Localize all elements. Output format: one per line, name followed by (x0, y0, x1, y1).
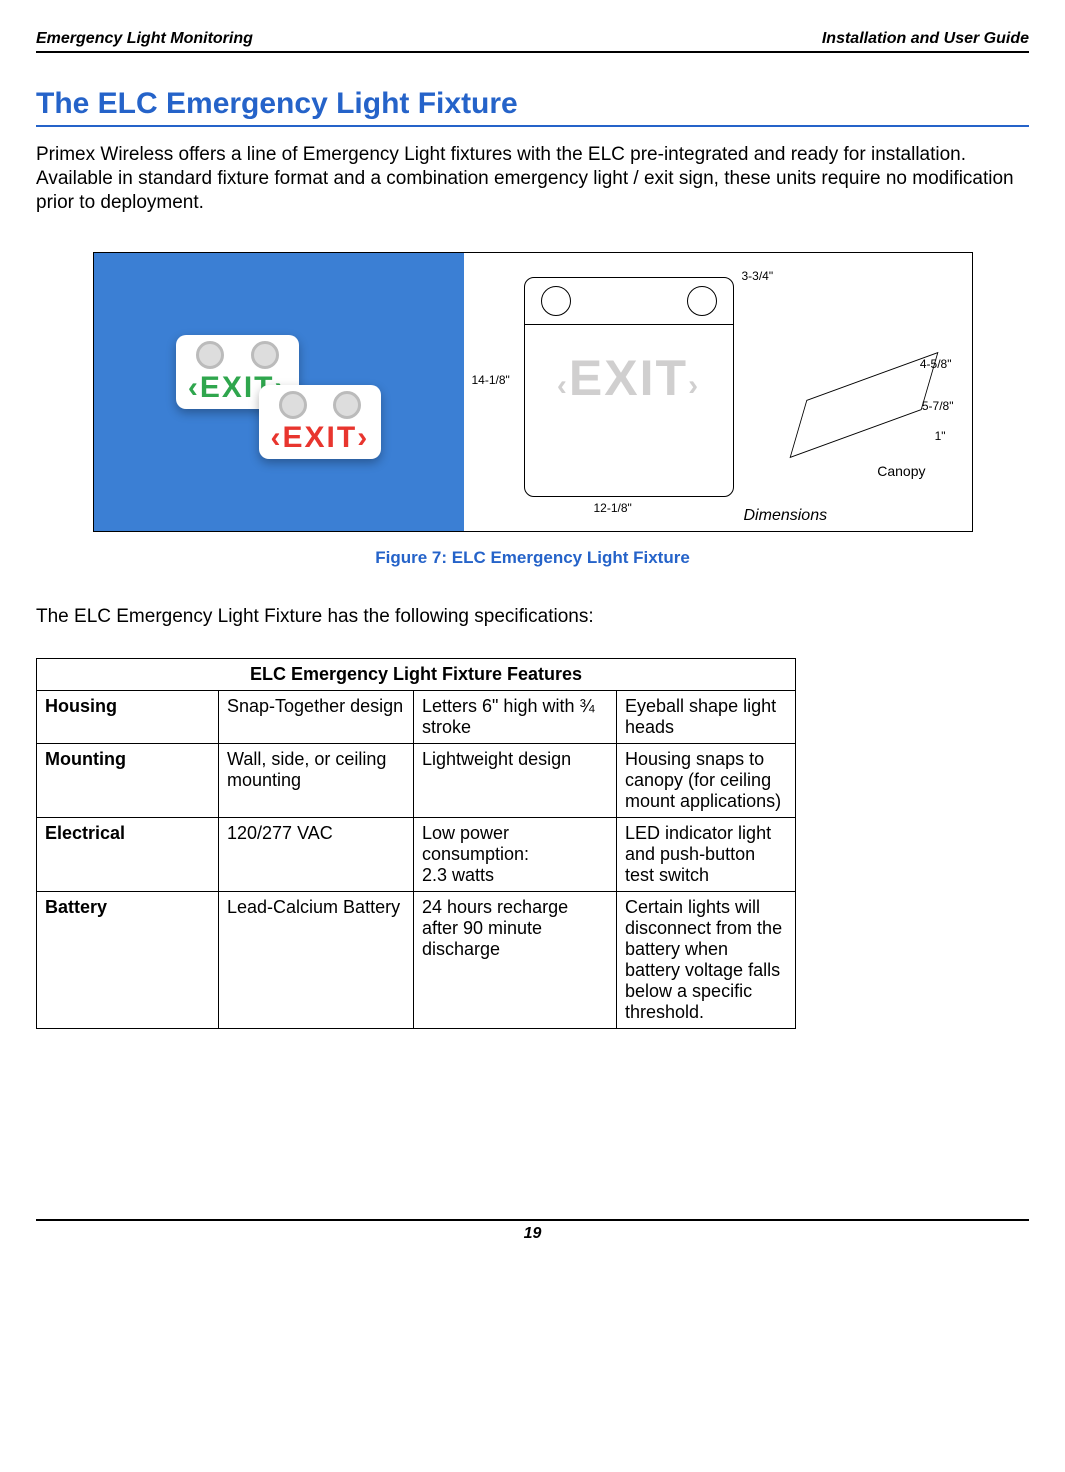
table-cell: Lightweight design (414, 744, 617, 818)
canopy-depth-label: 5-7/8" (922, 399, 954, 413)
table-row: Battery Lead-Calcium Battery 24 hours re… (37, 892, 796, 1029)
dimension-diagram-panel: ‹EXIT› 14-1/8" 12-1/8" 3-3/4" 4-5/8" 5-7… (464, 253, 972, 531)
canopy-width-label: 4-5/8" (920, 357, 952, 371)
figure-container: ‹EXIT› ‹EXIT› ‹EXIT› 14-1/8" 12-1/8" 3-3… (93, 252, 973, 568)
table-cell: Eyeball shape light heads (617, 691, 796, 744)
features-table: ELC Emergency Light Fixture Features Hou… (36, 658, 796, 1029)
dim-width-label: 12-1/8" (594, 501, 632, 515)
table-cell: 120/277 VAC (219, 818, 414, 892)
figure-caption: Figure 7: ELC Emergency Light Fixture (93, 548, 973, 568)
table-cell: Wall, side, or ceiling mounting (219, 744, 414, 818)
canopy-diagram: 4-5/8" 5-7/8" 1" Canopy (782, 353, 952, 463)
table-cell: LED indicator light and push-button test… (617, 818, 796, 892)
dim-height-label: 14-1/8" (472, 373, 510, 387)
row-label: Electrical (37, 818, 219, 892)
figure-image: ‹EXIT› ‹EXIT› ‹EXIT› 14-1/8" 12-1/8" 3-3… (93, 252, 973, 532)
page-number: 19 (524, 1225, 542, 1242)
row-label: Mounting (37, 744, 219, 818)
table-cell: Housing snaps to canopy (for ceiling mou… (617, 744, 796, 818)
row-label: Battery (37, 892, 219, 1029)
table-row: Mounting Wall, side, or ceiling mounting… (37, 744, 796, 818)
exit-sign-red: ‹EXIT› (259, 385, 382, 459)
table-cell: Letters 6" high with ¾ stroke (414, 691, 617, 744)
table-row: Electrical 120/277 VAC Low power consump… (37, 818, 796, 892)
spec-intro-text: The ELC Emergency Light Fixture has the … (36, 606, 1029, 628)
table-title: ELC Emergency Light Fixture Features (37, 659, 796, 691)
dim-top-label: 3-3/4" (742, 269, 774, 283)
header-right: Installation and User Guide (822, 30, 1029, 48)
table-row: Housing Snap-Together design Letters 6" … (37, 691, 796, 744)
table-cell: Snap-Together design (219, 691, 414, 744)
table-cell: Low power consumption: 2.3 watts (414, 818, 617, 892)
canopy-text-label: Canopy (877, 463, 925, 479)
dimensions-word: Dimensions (744, 507, 828, 525)
page-header: Emergency Light Monitoring Installation … (36, 30, 1029, 53)
header-left: Emergency Light Monitoring (36, 30, 253, 48)
canopy-height-label: 1" (935, 429, 946, 443)
page-footer: 19 (36, 1219, 1029, 1243)
table-cell: Lead-Calcium Battery (219, 892, 414, 1029)
table-cell: 24 hours recharge after 90 minute discha… (414, 892, 617, 1029)
product-photo-panel: ‹EXIT› ‹EXIT› (94, 253, 464, 531)
section-heading: The ELC Emergency Light Fixture (36, 87, 1029, 127)
intro-paragraph: Primex Wireless offers a line of Emergen… (36, 143, 1029, 214)
row-label: Housing (37, 691, 219, 744)
exit-sign-outline: ‹EXIT› (524, 277, 734, 497)
table-cell: Certain lights will disconnect from the … (617, 892, 796, 1029)
